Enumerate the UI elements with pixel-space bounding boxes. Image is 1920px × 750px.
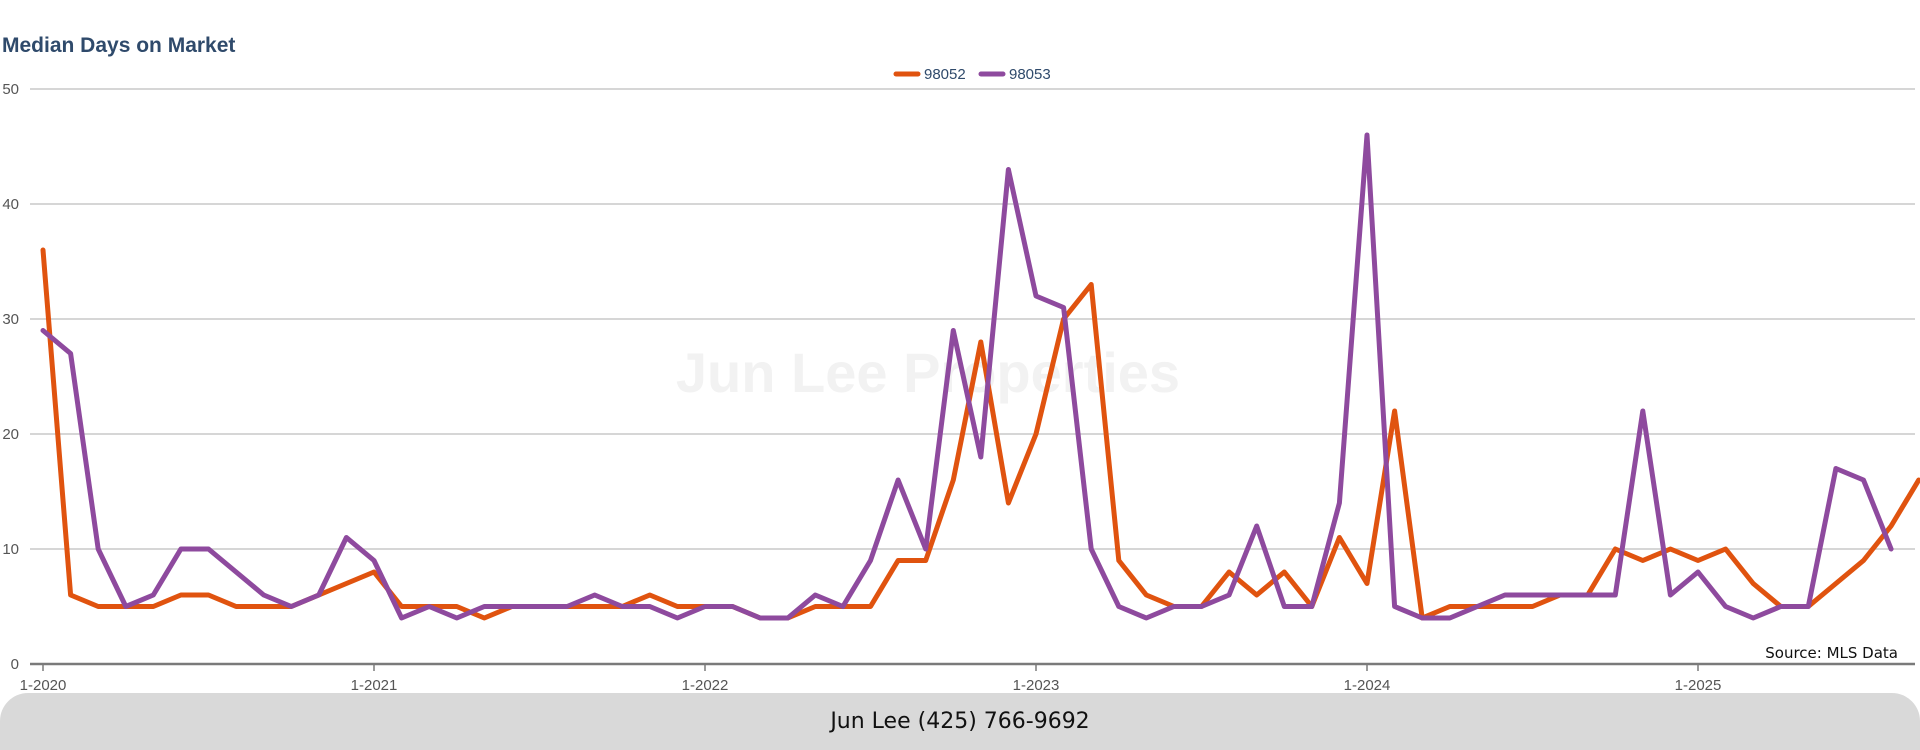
y-tick-label: 50: [2, 81, 19, 98]
y-tick-label: 20: [2, 426, 19, 443]
x-tick-label: 1-2023: [1013, 677, 1060, 693]
x-tick-label: 1-2021: [351, 677, 398, 693]
y-tick-label: 30: [2, 311, 19, 328]
grid-layer: 0 10 20 30 40 50 1-2020 1-2021 1-2022 1-2023 1-202…: [2, 81, 1915, 693]
y-tick-label: 0: [11, 656, 19, 673]
footer-bar: Jun Lee (425) 766-9692: [0, 693, 1920, 750]
x-tick-label: 1-2024: [1344, 677, 1391, 693]
series-layer: [40, 132, 1920, 621]
series-line-98052: [40, 247, 1920, 621]
series-line-98053: [40, 132, 1894, 621]
footer-contact: Jun Lee (425) 766-9692: [830, 709, 1090, 734]
y-tick-label: 10: [2, 541, 19, 558]
source-note: Source: MLS Data: [1765, 644, 1898, 662]
x-tick-label: 1-2022: [682, 677, 729, 693]
y-tick-label: 40: [2, 196, 19, 213]
x-tick-label: 1-2025: [1675, 677, 1722, 693]
x-tick-label: 1-2020: [20, 677, 67, 693]
legend-label-98053: 98053: [1009, 66, 1051, 83]
legend: 98052 98053: [893, 66, 1051, 83]
chart-title: Median Days on Market: [2, 34, 236, 57]
legend-label-98052: 98052: [924, 66, 966, 83]
